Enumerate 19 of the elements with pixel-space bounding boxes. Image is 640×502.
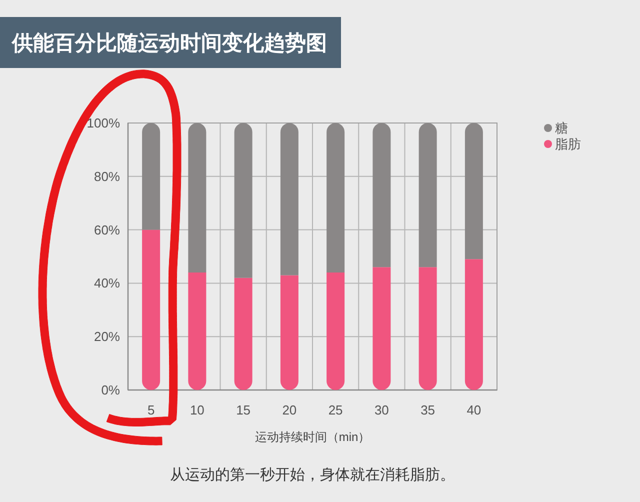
x-axis-title: 运动持续时间（min） <box>254 430 370 444</box>
x-tick-label: 40 <box>466 402 482 418</box>
x-tick-label: 25 <box>328 402 343 418</box>
y-tick-label: 60% <box>94 222 120 238</box>
legend-label: 糖 <box>555 120 568 136</box>
x-tick-label: 30 <box>374 402 389 418</box>
x-tick-label: 15 <box>236 402 251 418</box>
y-tick-label: 100% <box>86 116 120 130</box>
x-tick-label: 10 <box>190 402 204 418</box>
x-tick-label: 5 <box>147 402 155 418</box>
x-tick-label: 35 <box>420 402 436 418</box>
x-tick-label: 20 <box>282 402 297 418</box>
legend-label: 脂肪 <box>555 136 581 152</box>
y-tick-label: 0% <box>101 382 120 398</box>
y-tick-label: 80% <box>94 168 120 184</box>
chart-title: 供能百分比随运动时间变化趋势图 <box>11 31 327 55</box>
y-tick-label: 40% <box>94 276 120 291</box>
y-tick-label: 20% <box>94 329 120 344</box>
text: 从运动的第一秒开始，身体就在消耗脂肪。 <box>170 466 455 484</box>
